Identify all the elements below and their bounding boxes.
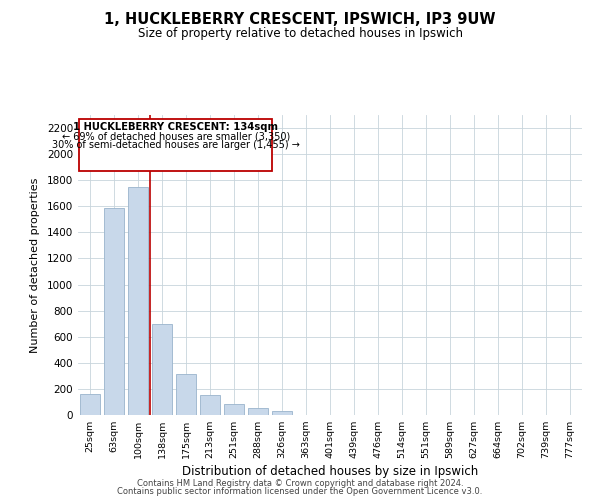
Bar [224, 404, 244, 415]
Bar [200, 395, 220, 415]
Text: 1, HUCKLEBERRY CRESCENT, IPSWICH, IP3 9UW: 1, HUCKLEBERRY CRESCENT, IPSWICH, IP3 9U… [104, 12, 496, 28]
Text: 30% of semi-detached houses are larger (1,455) →: 30% of semi-detached houses are larger (… [52, 140, 300, 150]
Text: ← 69% of detached houses are smaller (3,350): ← 69% of detached houses are smaller (3,… [62, 132, 290, 141]
Bar [79, 119, 272, 171]
Bar [152, 324, 172, 415]
Bar [80, 394, 100, 415]
Y-axis label: Number of detached properties: Number of detached properties [30, 178, 40, 352]
Bar [128, 186, 148, 415]
Text: Size of property relative to detached houses in Ipswich: Size of property relative to detached ho… [137, 28, 463, 40]
Bar [176, 374, 196, 415]
Bar [248, 408, 268, 415]
Bar [104, 208, 124, 415]
Text: Contains HM Land Registry data © Crown copyright and database right 2024.: Contains HM Land Registry data © Crown c… [137, 478, 463, 488]
Text: Contains public sector information licensed under the Open Government Licence v3: Contains public sector information licen… [118, 487, 482, 496]
Bar [272, 411, 292, 415]
Text: 1 HUCKLEBERRY CRESCENT: 134sqm: 1 HUCKLEBERRY CRESCENT: 134sqm [73, 122, 278, 132]
X-axis label: Distribution of detached houses by size in Ipswich: Distribution of detached houses by size … [182, 466, 478, 478]
